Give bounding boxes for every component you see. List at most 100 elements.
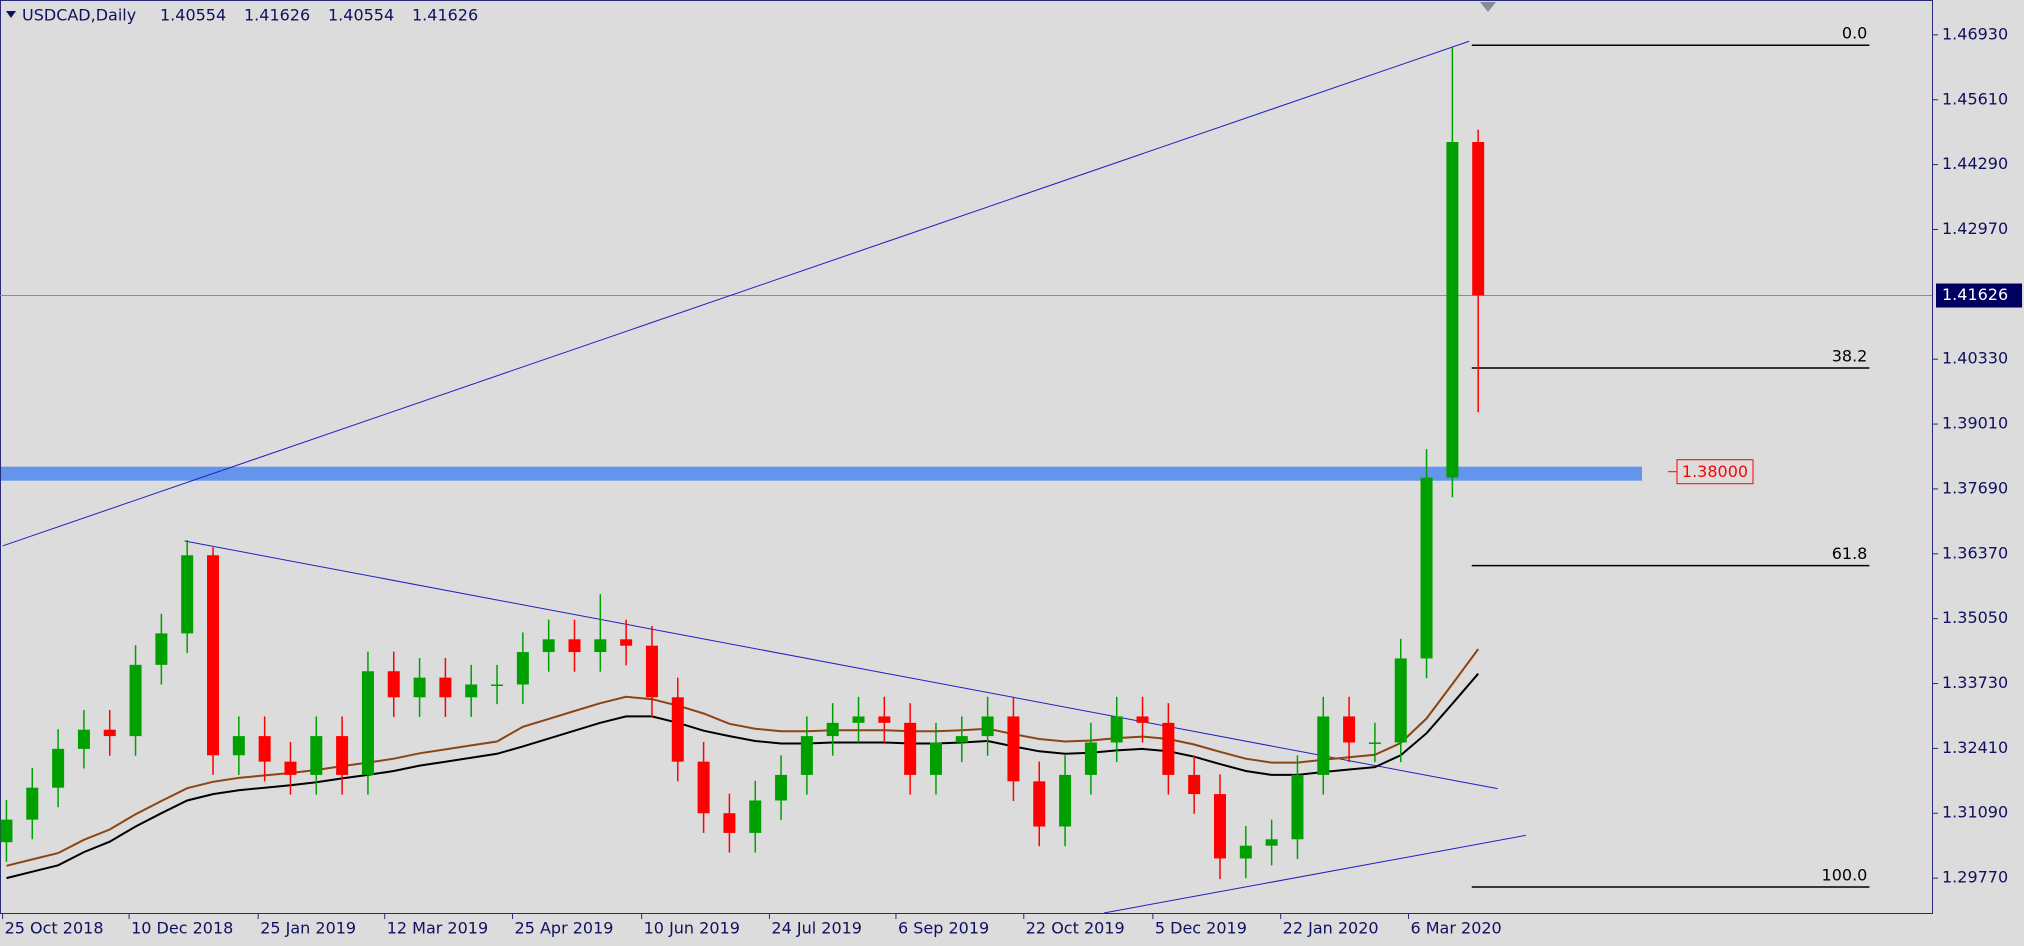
candle-body [1059, 774, 1072, 827]
candle-body [26, 787, 39, 820]
y-tick-label: 1.44290 [1942, 154, 2008, 173]
candle-body [232, 736, 245, 756]
candle-body [1213, 794, 1226, 859]
candle-body [0, 819, 13, 843]
fib-label: 0.0 [1842, 24, 1867, 43]
candle-body [258, 736, 271, 762]
trendline [2, 40, 1470, 547]
x-tick-label: 25 Apr 2019 [515, 919, 614, 938]
x-tick-label: 24 Jul 2019 [771, 919, 862, 938]
x-tick-label: 10 Jun 2019 [644, 919, 740, 938]
candle-body [1007, 716, 1020, 782]
y-tick-label: 1.32410 [1942, 738, 2008, 757]
y-tick-label: 1.37690 [1942, 478, 2008, 497]
candle-body [852, 716, 865, 723]
candle-body [981, 716, 994, 737]
ohlc-close: 1.41626 [412, 6, 478, 25]
candle-body [1420, 477, 1433, 659]
candle-body [594, 639, 607, 653]
level-label: 1.38000 [1682, 462, 1748, 481]
candle-body [361, 671, 374, 775]
candle-body [129, 664, 142, 737]
candle-body [413, 677, 426, 698]
y-tick-label: 1.46930 [1942, 24, 2008, 43]
candle-body [103, 729, 116, 737]
ohlc-low: 1.40554 [328, 6, 394, 25]
y-tick-label: 1.35050 [1942, 608, 2008, 627]
candle-body [77, 729, 90, 749]
x-tick-label: 22 Jan 2020 [1283, 919, 1379, 938]
x-tick-label: 25 Jan 2019 [260, 919, 356, 938]
y-tick-label: 1.45610 [1942, 89, 2008, 108]
candle-body [1033, 781, 1046, 827]
fib-label: 38.2 [1832, 347, 1868, 366]
menu-triangle [6, 11, 16, 18]
candle-body [749, 800, 762, 833]
candle-body [155, 633, 168, 665]
candle-body [1446, 142, 1459, 478]
fib-label: 100.0 [1822, 865, 1868, 884]
candle-body [1239, 845, 1252, 859]
candle-body [284, 761, 297, 775]
candle-body [723, 813, 736, 833]
candle-body [697, 761, 710, 814]
y-tick-label: 1.31090 [1942, 803, 2008, 822]
candle-body [878, 716, 891, 723]
candle-body [1368, 742, 1381, 744]
candle-body [1084, 742, 1097, 775]
candle-body [1343, 716, 1356, 743]
current-price-box [1936, 283, 2022, 308]
y-tick-label: 1.42970 [1942, 219, 2008, 238]
symbol: USDCAD,Daily [22, 6, 136, 25]
candle-body [1188, 774, 1201, 795]
candle-body [516, 652, 529, 685]
candle-body [775, 774, 788, 801]
candle-body [955, 736, 968, 743]
y-tick-label: 1.33730 [1942, 673, 2008, 692]
x-tick-label: 22 Oct 2019 [1026, 919, 1125, 938]
level-label-box [1676, 459, 1754, 485]
candle-body [671, 697, 684, 762]
candle-body [439, 677, 452, 698]
moving-average [6, 648, 1480, 867]
candle-body [1162, 722, 1175, 775]
candle-body [645, 645, 658, 698]
current-price-label: 1.41626 [1942, 285, 2008, 304]
candle-body [568, 639, 581, 653]
candle-body [1136, 716, 1149, 723]
x-tick-label: 5 Dec 2019 [1155, 919, 1247, 938]
candle-body [1265, 839, 1278, 846]
trendline [184, 540, 1498, 790]
x-tick-label: 12 Mar 2019 [387, 919, 488, 938]
trendline [1103, 834, 1527, 914]
candle-body [800, 736, 813, 775]
x-tick-label: 25 Oct 2018 [5, 919, 104, 938]
y-tick-label: 1.29770 [1942, 868, 2008, 887]
candle-body [1110, 716, 1123, 743]
candle-body [1291, 774, 1304, 840]
candle-body [1394, 658, 1407, 743]
candle-body [1317, 716, 1330, 775]
candle-body [310, 736, 323, 775]
y-tick-label: 1.40330 [1942, 349, 2008, 368]
x-tick-label: 6 Mar 2020 [1410, 919, 1501, 938]
shift-marker [1480, 2, 1496, 12]
ohlc-open: 1.40554 [160, 6, 226, 25]
candle-body [465, 684, 478, 698]
candle-body [52, 748, 65, 788]
y-tick-label: 1.39010 [1942, 414, 2008, 433]
candle-body [620, 639, 633, 646]
candle-body [491, 684, 504, 687]
moving-average [6, 673, 1479, 880]
plot-frame [0, 0, 1933, 914]
candle-body [207, 555, 220, 756]
ohlc-high: 1.41626 [244, 6, 310, 25]
y-tick-label: 1.36370 [1942, 543, 2008, 562]
candle-body [542, 639, 555, 653]
candle-body [904, 722, 917, 775]
candle-body [336, 736, 349, 775]
candle-body [181, 555, 194, 634]
candle-body [387, 671, 400, 698]
x-tick-label: 6 Sep 2019 [898, 919, 989, 938]
